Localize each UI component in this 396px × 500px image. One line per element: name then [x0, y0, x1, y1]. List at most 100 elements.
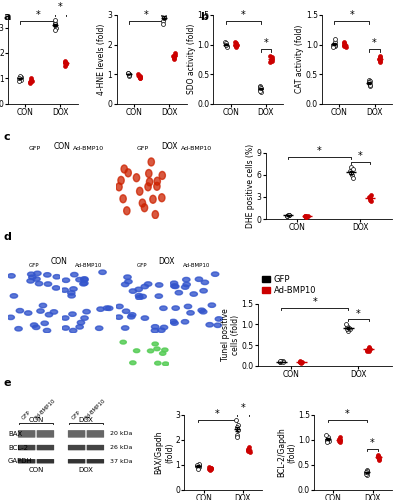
Point — [206, 464, 212, 471]
Point — [171, 52, 177, 60]
Circle shape — [135, 287, 142, 292]
Point — [330, 40, 336, 48]
Circle shape — [152, 342, 158, 346]
Circle shape — [44, 282, 51, 286]
Point — [366, 193, 372, 201]
Point — [341, 42, 347, 50]
Text: b: b — [200, 12, 208, 22]
Point — [368, 196, 374, 204]
Point — [16, 74, 23, 82]
Text: Ad-BMP10: Ad-BMP10 — [181, 146, 212, 152]
Y-axis label: SDO activity (fold): SDO activity (fold) — [187, 24, 196, 94]
Point — [196, 464, 202, 471]
Text: DOX: DOX — [161, 142, 177, 152]
Circle shape — [175, 290, 183, 295]
Point — [269, 57, 275, 65]
Point — [286, 210, 292, 218]
Circle shape — [146, 170, 152, 177]
Text: *: * — [167, 0, 171, 4]
Circle shape — [160, 306, 167, 310]
Point — [232, 38, 238, 46]
Circle shape — [148, 158, 154, 166]
Y-axis label: CAT activity (fold): CAT activity (fold) — [295, 25, 304, 94]
Point — [53, 24, 59, 32]
Point — [232, 42, 239, 50]
Point — [367, 345, 373, 353]
Point — [343, 44, 349, 52]
Circle shape — [45, 312, 53, 317]
Point — [377, 58, 383, 66]
FancyBboxPatch shape — [87, 445, 104, 450]
Circle shape — [39, 304, 47, 308]
Circle shape — [147, 178, 153, 186]
Circle shape — [150, 196, 156, 203]
Circle shape — [37, 309, 44, 313]
Point — [324, 436, 330, 444]
Point — [171, 54, 177, 62]
Point — [51, 18, 58, 26]
Point — [232, 40, 238, 48]
Point — [375, 453, 381, 461]
Point — [62, 58, 69, 66]
Text: Ad-BMP10: Ad-BMP10 — [74, 262, 102, 268]
Circle shape — [81, 281, 88, 285]
Point — [331, 40, 338, 48]
Point — [63, 60, 69, 68]
Circle shape — [120, 340, 126, 344]
Text: GFP: GFP — [71, 409, 82, 420]
Circle shape — [69, 312, 76, 316]
Point — [28, 74, 34, 82]
Circle shape — [105, 306, 113, 310]
Circle shape — [77, 320, 85, 325]
FancyBboxPatch shape — [87, 430, 104, 438]
Text: *: * — [372, 38, 377, 48]
FancyBboxPatch shape — [18, 459, 35, 464]
Point — [349, 174, 356, 182]
Circle shape — [25, 311, 32, 315]
Point — [62, 59, 69, 67]
Point — [347, 326, 353, 334]
Point — [377, 52, 383, 60]
Circle shape — [155, 362, 161, 365]
Point — [247, 448, 253, 456]
Point — [137, 74, 143, 82]
Point — [277, 358, 283, 366]
Circle shape — [145, 183, 151, 191]
Point — [234, 426, 241, 434]
Circle shape — [35, 282, 43, 286]
Point — [135, 72, 142, 80]
Point — [170, 52, 177, 60]
Point — [337, 434, 343, 442]
Circle shape — [201, 280, 209, 284]
Circle shape — [139, 294, 147, 298]
Point — [346, 167, 353, 175]
Point — [208, 464, 214, 472]
Point — [324, 436, 330, 444]
Circle shape — [152, 210, 158, 218]
Point — [51, 16, 58, 24]
Circle shape — [130, 361, 136, 364]
Text: *: * — [240, 402, 245, 412]
FancyBboxPatch shape — [68, 430, 86, 438]
Circle shape — [62, 316, 69, 320]
Point — [375, 452, 381, 460]
Circle shape — [158, 328, 165, 332]
Circle shape — [29, 275, 36, 280]
Point — [171, 56, 177, 64]
Point — [350, 165, 356, 173]
Point — [302, 212, 308, 220]
Point — [298, 358, 304, 366]
Circle shape — [125, 280, 132, 284]
Text: *: * — [144, 10, 148, 20]
Text: GFP: GFP — [21, 409, 32, 420]
Point — [160, 17, 167, 25]
Text: DOX: DOX — [78, 416, 93, 422]
Point — [375, 451, 381, 459]
Circle shape — [125, 169, 131, 177]
Point — [125, 68, 131, 76]
Point — [258, 88, 265, 96]
Circle shape — [190, 292, 197, 296]
Text: DOX: DOX — [159, 258, 175, 266]
Point — [223, 40, 229, 48]
Point — [206, 464, 213, 472]
